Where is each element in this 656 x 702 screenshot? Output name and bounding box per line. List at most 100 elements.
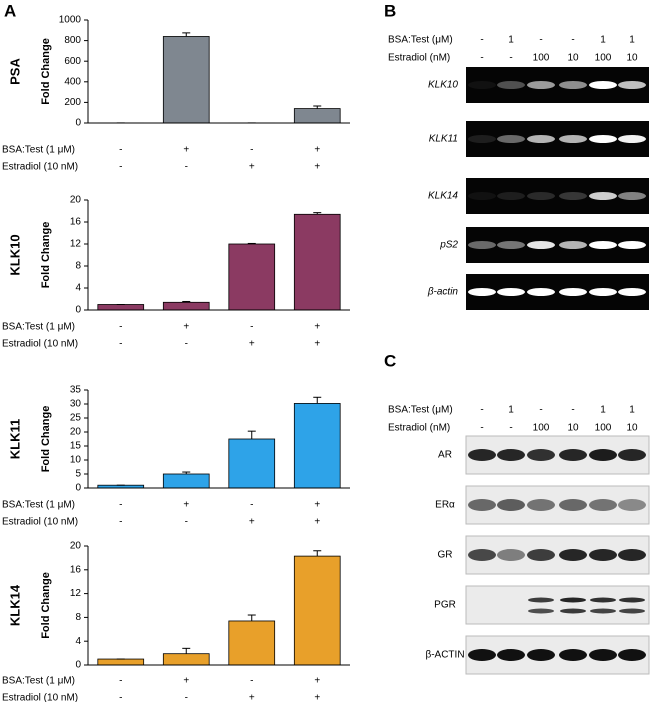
y-axis-label: Fold Change [40, 406, 52, 473]
lane-header-label: 1 [508, 35, 514, 46]
lane-header-label: 1 [600, 405, 606, 416]
lane-header-label: 10 [626, 53, 638, 64]
gel-band [559, 81, 587, 89]
gel-band [468, 499, 496, 511]
gel-band [468, 241, 496, 249]
gel-band [619, 608, 645, 614]
gel-row-label: AR [438, 450, 452, 461]
gel-box [465, 585, 650, 625]
gel-band [497, 81, 525, 89]
gel-band [618, 81, 646, 89]
y-tick-label: 12 [70, 239, 82, 250]
gel-band [589, 81, 617, 89]
gel-row-label: β-actin [427, 287, 459, 298]
gel-band [559, 241, 587, 249]
lane-header-label: 100 [533, 53, 550, 64]
gel-band [559, 499, 587, 511]
bar [293, 108, 341, 124]
condition-label: - [119, 162, 122, 173]
gel-band [468, 449, 496, 461]
lane-header-label: - [539, 405, 542, 416]
chart-title: KLK11 [7, 419, 22, 459]
lane-header-label: - [480, 35, 483, 46]
gel-band [497, 549, 525, 561]
gel-band [618, 192, 646, 200]
condition-label: + [314, 517, 320, 528]
lane-header-name: BSA:Test (μM) [388, 35, 453, 46]
lane-header-name: Estradiol (nM) [388, 53, 450, 64]
gel-band [589, 549, 617, 561]
condition-label: + [249, 517, 255, 528]
gel-row-label: KLK11 [429, 134, 458, 145]
y-tick-label: 4 [75, 636, 81, 647]
gel-band [618, 449, 646, 461]
gel-band [468, 549, 496, 561]
y-tick-label: 800 [64, 35, 81, 46]
chart-title: PSA [7, 58, 22, 85]
lane-header-label: 10 [567, 423, 579, 434]
gel-band [589, 499, 617, 511]
gel-row-label: ERα [435, 500, 455, 511]
lane-header-name: Estradiol (nM) [388, 423, 450, 434]
lane-header-label: - [480, 405, 483, 416]
gel-band [589, 288, 617, 296]
y-tick-label: 4 [75, 283, 81, 294]
y-tick-label: 25 [70, 413, 82, 424]
condition-label: - [119, 500, 122, 511]
gel-band [497, 288, 525, 296]
condition-label: + [314, 676, 320, 687]
y-tick-label: 0 [75, 483, 81, 494]
condition-label: + [183, 500, 189, 511]
y-tick-label: 600 [64, 56, 81, 67]
gel-band [527, 449, 555, 461]
condition-name: Estradiol (10 nM) [2, 517, 78, 528]
gel-band [560, 597, 586, 603]
y-tick-label: 35 [70, 385, 82, 396]
bar [228, 438, 276, 489]
condition-name: Estradiol (10 nM) [2, 339, 78, 350]
gel-band [527, 135, 555, 143]
condition-name: BSA:Test (1 μM) [2, 676, 75, 687]
lane-header-label: - [539, 35, 542, 46]
y-tick-label: 200 [64, 97, 81, 108]
condition-label: + [249, 339, 255, 350]
panel-label: C [384, 351, 396, 370]
gel-band [559, 135, 587, 143]
bar [97, 658, 145, 666]
lane-header-label: 1 [629, 35, 635, 46]
condition-label: + [183, 322, 189, 333]
condition-label: - [119, 322, 122, 333]
gel-band [560, 608, 586, 614]
y-tick-label: 10 [70, 455, 82, 466]
lane-header-label: - [480, 53, 483, 64]
y-tick-label: 0 [75, 660, 81, 671]
panel-label: A [4, 1, 16, 20]
gel-band [497, 649, 525, 661]
bar [97, 304, 145, 311]
gel-band [589, 649, 617, 661]
condition-label: - [250, 500, 253, 511]
gel-box [465, 485, 650, 525]
gel-band [589, 449, 617, 461]
lane-header-label: 100 [595, 53, 612, 64]
lane-header-label: 1 [629, 405, 635, 416]
y-tick-label: 1000 [59, 15, 82, 26]
bar [162, 301, 210, 311]
condition-name: Estradiol (10 nM) [2, 162, 78, 173]
bar [293, 213, 341, 311]
lane-header-label: - [509, 53, 512, 64]
condition-label: + [314, 162, 320, 173]
gel-band [559, 449, 587, 461]
bar [228, 620, 276, 666]
gel-band [589, 135, 617, 143]
condition-label: - [119, 145, 122, 156]
condition-label: - [185, 693, 188, 702]
gel-band [468, 288, 496, 296]
panel-label: B [384, 1, 396, 20]
gel-band [528, 608, 554, 614]
gel-band [589, 192, 617, 200]
gel-band [559, 288, 587, 296]
gel-band [497, 449, 525, 461]
y-tick-label: 12 [70, 588, 82, 599]
gel-band [590, 597, 616, 603]
